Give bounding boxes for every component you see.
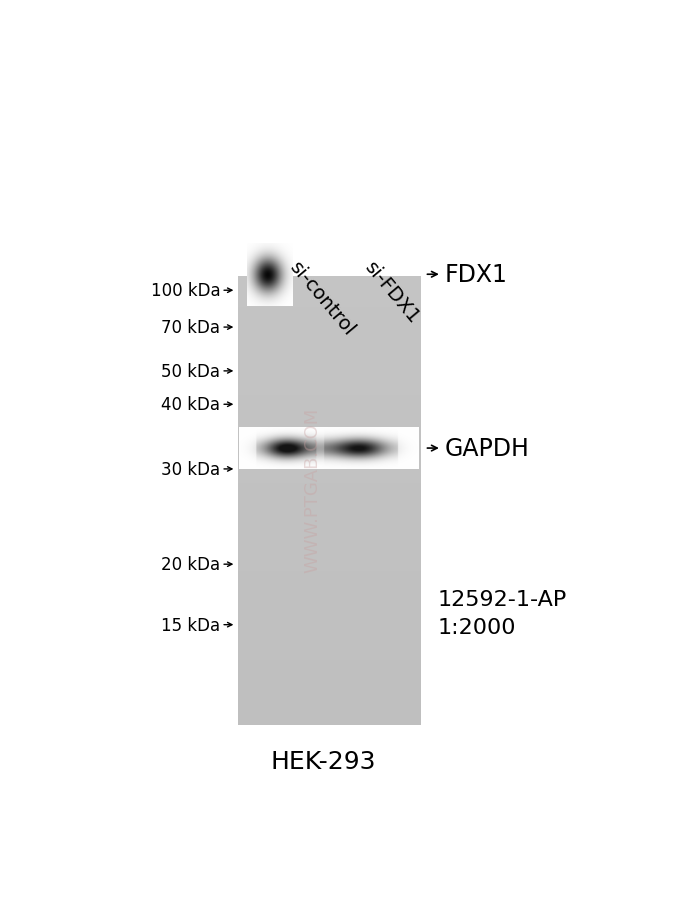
Text: 50 kDa: 50 kDa <box>161 363 220 381</box>
Text: FDX1: FDX1 <box>444 263 507 287</box>
Text: 12592-1-AP
1:2000: 12592-1-AP 1:2000 <box>437 589 567 637</box>
Text: 100 kDa: 100 kDa <box>151 282 220 299</box>
Text: si-FDX1: si-FDX1 <box>361 258 423 327</box>
Text: 15 kDa: 15 kDa <box>161 616 220 634</box>
Text: GAPDH: GAPDH <box>444 437 530 461</box>
Text: 70 kDa: 70 kDa <box>161 318 220 336</box>
Text: si-control: si-control <box>287 258 359 339</box>
Text: HEK-293: HEK-293 <box>271 750 376 773</box>
Text: 40 kDa: 40 kDa <box>161 396 220 414</box>
Text: 20 kDa: 20 kDa <box>161 556 220 574</box>
Text: 30 kDa: 30 kDa <box>161 460 220 478</box>
Text: WWW.PTGAB.COM: WWW.PTGAB.COM <box>304 408 321 573</box>
